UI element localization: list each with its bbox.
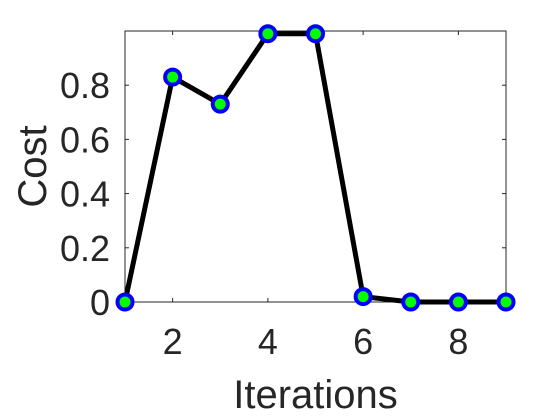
data-point-3: [210, 94, 230, 114]
data-point-7: [401, 292, 421, 312]
x-tick-label-6: 6: [353, 321, 373, 362]
x-tick-label-4: 4: [258, 321, 278, 362]
data-point-5: [306, 24, 325, 44]
data-point-9: [496, 292, 516, 312]
y-axis-title: Cost: [11, 125, 55, 207]
data-point-4: [258, 24, 278, 44]
y-tick-label-0: 0: [90, 282, 110, 323]
y-tick-label-0.8: 0.8: [60, 65, 110, 106]
plot-area: [115, 24, 516, 312]
x-axis-title: Iterations: [233, 373, 398, 417]
x-tick-label-2: 2: [163, 321, 183, 362]
data-point-8: [448, 292, 468, 312]
y-tick-label-0.6: 0.6: [60, 119, 110, 160]
series-layer: [115, 24, 516, 312]
y-tick-label-0.4: 0.4: [60, 174, 110, 215]
y-tick-label-0.2: 0.2: [60, 228, 110, 269]
tick-labels: 2 4 6 8 0 0.2 0.4 0.6 0.8: [60, 65, 468, 362]
data-point-1: [115, 292, 135, 312]
x-tick-label-8: 8: [448, 321, 468, 362]
data-point-6: [353, 287, 373, 307]
data-point-2: [163, 67, 183, 87]
